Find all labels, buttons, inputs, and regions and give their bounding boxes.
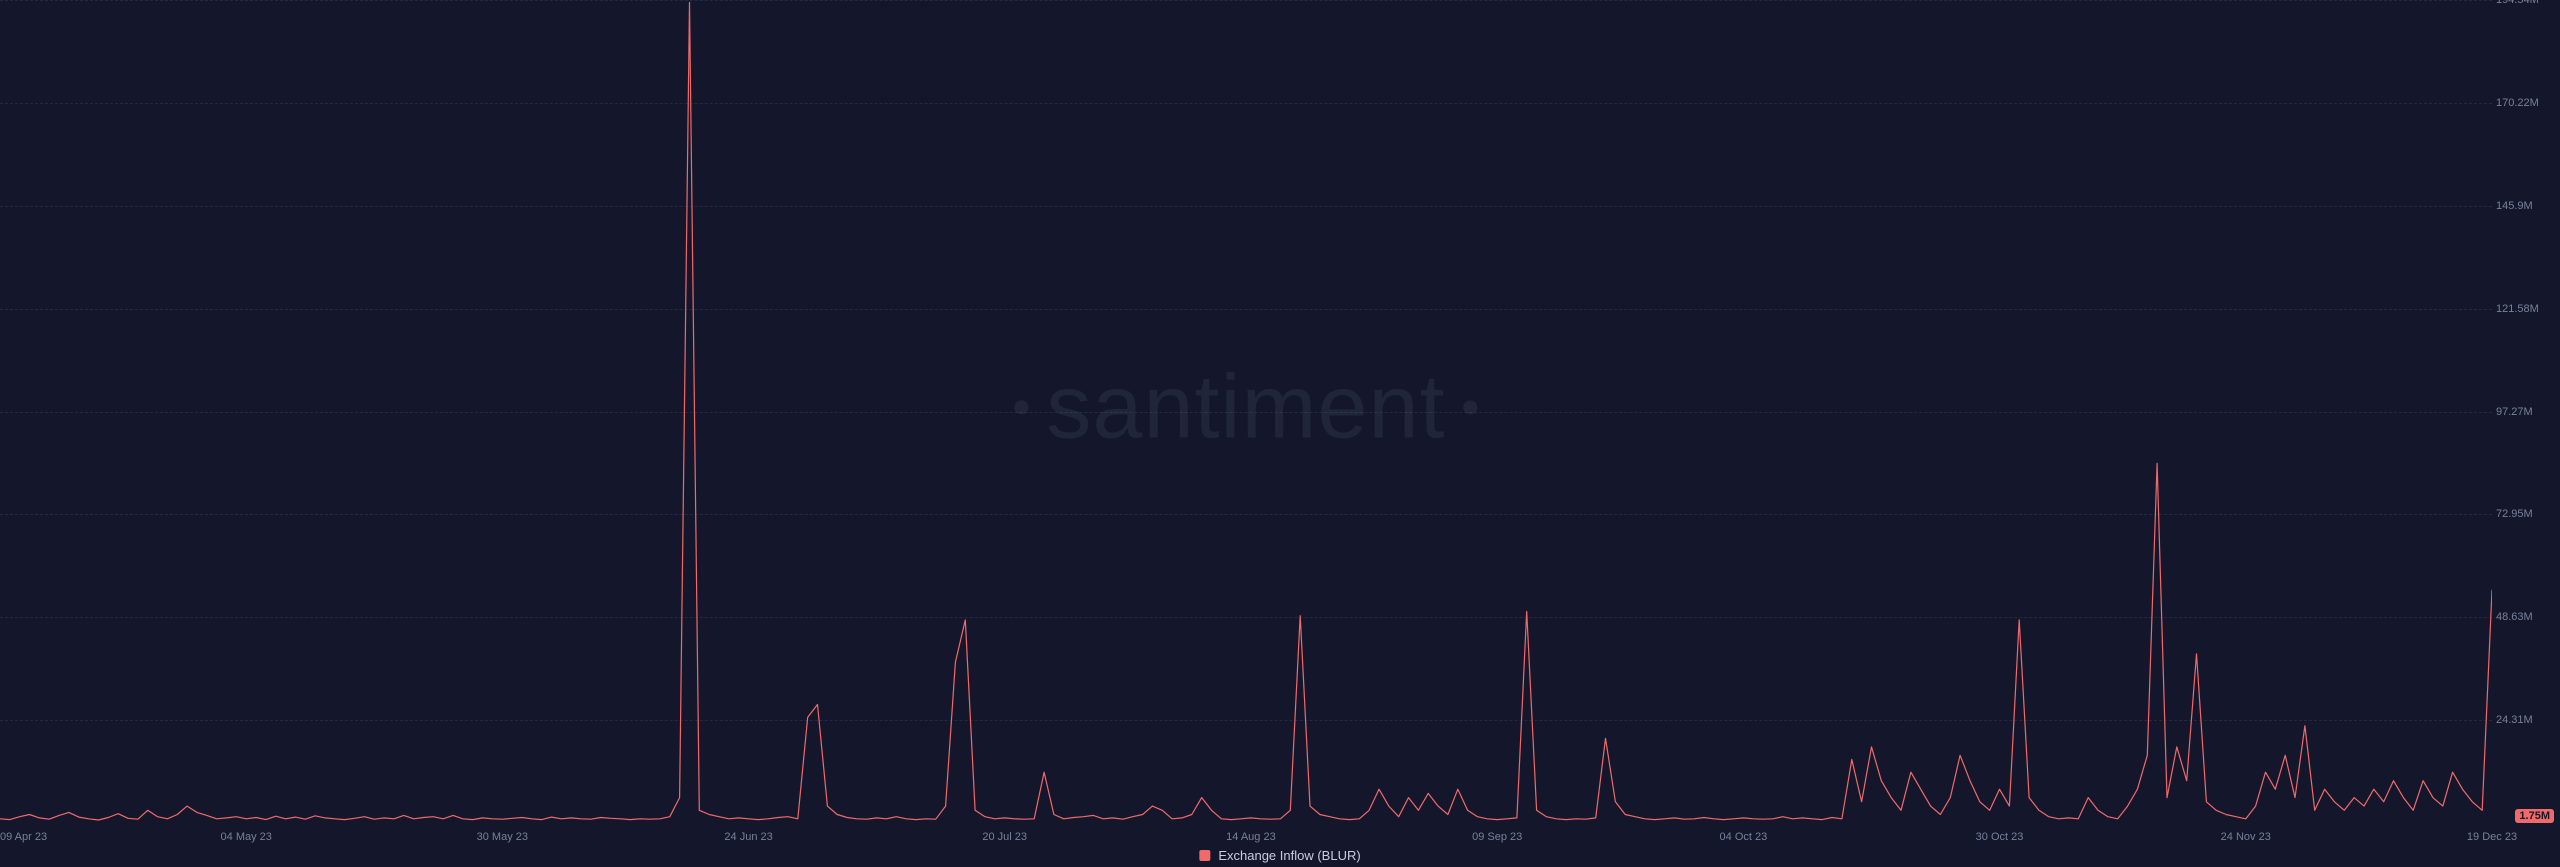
x-tick-label: 24 Jun 23 [724,831,772,843]
grid-line [0,0,2492,1]
grid-line [0,720,2492,721]
grid-line [0,514,2492,515]
grid-line [0,412,2492,413]
x-tick-label: 04 Oct 23 [1720,831,1768,843]
y-tick-label: 194.54M [2496,0,2554,6]
x-tick-label: 09 Sep 23 [1472,831,1522,843]
plot-area[interactable]: santiment [0,0,2492,823]
x-tick-label: 20 Jul 23 [982,831,1027,843]
y-tick-label: 48.63M [2496,611,2554,623]
grid-line [0,309,2492,310]
x-tick-label: 30 Oct 23 [1976,831,2024,843]
exchange-inflow-chart: santiment 1.75M Exchange Inflow (BLUR) 1… [0,0,2560,867]
grid-line [0,617,2492,618]
legend-swatch [1199,850,1210,861]
y-tick-label: 145.9M [2496,200,2554,212]
x-tick-label: 09 Apr 23 [0,831,47,843]
x-tick-label: 24 Nov 23 [2221,831,2271,843]
x-tick-label: 04 May 23 [221,831,272,843]
y-tick-label: 170.22M [2496,97,2554,109]
y-tick-label: 97.27M [2496,406,2554,418]
x-tick-label: 19 Dec 23 [2467,831,2517,843]
current-value-badge: 1.75M [2515,809,2554,823]
legend[interactable]: Exchange Inflow (BLUR) [1199,848,1360,863]
y-tick-label: 24.31M [2496,714,2554,726]
x-tick-label: 14 Aug 23 [1226,831,1276,843]
y-tick-label: 72.95M [2496,508,2554,520]
legend-label: Exchange Inflow (BLUR) [1218,848,1360,863]
x-tick-label: 30 May 23 [477,831,528,843]
grid-line [0,206,2492,207]
y-tick-label: 121.58M [2496,303,2554,315]
grid-line [0,103,2492,104]
